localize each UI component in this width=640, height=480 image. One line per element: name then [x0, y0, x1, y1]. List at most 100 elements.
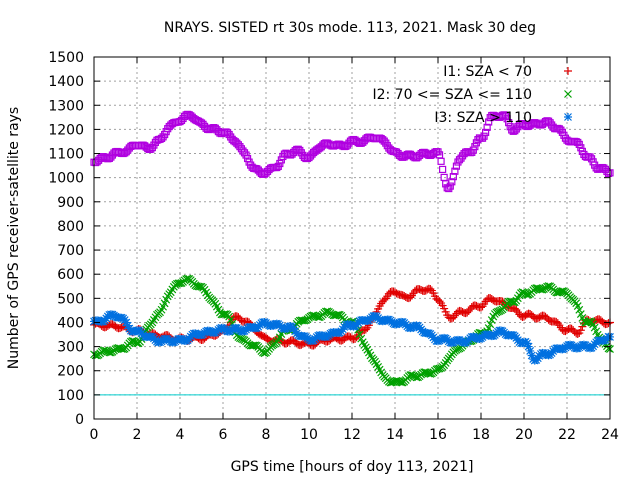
x-tick-label: 2 — [133, 427, 142, 443]
y-tick-label: 200 — [57, 364, 84, 380]
data-point — [129, 327, 138, 336]
y-tick-label: 1200 — [48, 122, 84, 138]
data-point — [575, 305, 584, 314]
legend-label: I3: SZA > 110 — [434, 110, 532, 126]
data-point — [406, 293, 415, 302]
data-point — [406, 371, 415, 379]
data-point — [308, 311, 316, 320]
data-point — [446, 182, 454, 190]
legend-marker — [564, 67, 572, 75]
data-point — [174, 279, 183, 288]
y-tick-label: 0 — [75, 412, 84, 428]
data-point — [527, 351, 536, 360]
data-point — [194, 282, 203, 291]
data-point — [480, 132, 488, 140]
data-point — [524, 342, 533, 351]
data-point — [553, 319, 562, 328]
data-point — [576, 326, 585, 335]
data-point — [435, 297, 444, 306]
data-point — [505, 119, 513, 127]
x-tick-label: 8 — [262, 427, 271, 443]
tick-layer: 0 2 4 6 8 10 12 14 16 18 20 22 240100200300400500600… — [48, 50, 619, 443]
data-point — [220, 310, 229, 319]
y-tick-label: 1100 — [48, 147, 84, 163]
data-point — [122, 318, 131, 327]
y-tick-label: 600 — [57, 267, 84, 283]
y-tick-label: 1500 — [48, 50, 84, 66]
x-tick-label: 18 — [472, 427, 490, 443]
data-point — [577, 144, 585, 152]
data-point — [259, 348, 267, 357]
legend-marker — [564, 90, 572, 98]
x-tick-label: 10 — [300, 427, 318, 443]
data-point — [298, 316, 307, 325]
y-tick-label: 500 — [57, 291, 84, 307]
data-point — [105, 348, 114, 357]
data-point — [117, 344, 126, 353]
data-point — [289, 324, 298, 333]
x-tick-label: 16 — [429, 427, 447, 443]
data-point — [526, 346, 535, 355]
data-point — [449, 173, 457, 181]
x-axis-label: GPS time [hours of doy 113, 2021] — [231, 459, 474, 475]
y-tick-label: 900 — [57, 195, 84, 211]
data-point — [120, 316, 129, 325]
data-point — [482, 128, 490, 137]
x-tick-label: 22 — [558, 427, 576, 443]
data-point — [249, 341, 258, 350]
data-point — [566, 340, 575, 349]
data-point — [584, 317, 593, 326]
data-point — [392, 320, 401, 329]
data-point — [578, 322, 587, 331]
data-point — [91, 351, 100, 360]
data-point — [440, 304, 449, 313]
y-tick-label: 1300 — [48, 98, 84, 114]
data-point — [424, 369, 433, 378]
y-tick-label: 1400 — [48, 74, 84, 90]
data-point — [226, 315, 235, 324]
x-tick-label: 0 — [90, 427, 99, 443]
y-tick-label: 1000 — [48, 171, 84, 187]
data-point — [604, 319, 613, 328]
x-tick-label: 20 — [515, 427, 533, 443]
x-tick-label: 14 — [386, 427, 404, 443]
data-point — [523, 339, 532, 348]
y-tick-label: 700 — [57, 243, 84, 259]
data-point — [321, 307, 330, 316]
data-point — [321, 333, 330, 342]
legend-label: I2: 70 <= SZA <= 110 — [372, 87, 532, 103]
data-point — [483, 123, 491, 131]
data-point — [355, 330, 364, 339]
data-point — [99, 346, 108, 355]
legend-marker — [564, 113, 572, 121]
data-point — [437, 157, 445, 165]
data-point — [276, 159, 284, 168]
data-point — [420, 368, 429, 377]
data-point — [386, 378, 395, 387]
y-tick-label: 300 — [57, 340, 84, 356]
y-tick-label: 100 — [57, 388, 84, 404]
data-point — [182, 275, 191, 284]
series-layer — [90, 110, 614, 387]
data-point — [448, 178, 456, 186]
x-tick-label: 6 — [219, 427, 228, 443]
legend-label: I1: SZA < 70 — [443, 64, 532, 80]
x-tick-label: 12 — [343, 427, 361, 443]
data-point — [471, 143, 479, 151]
legend: I1: SZA < 70 I2: 70 <= SZA <= 110 I3: SZA … — [372, 64, 572, 126]
data-point — [449, 313, 458, 322]
data-point — [486, 320, 495, 329]
y-tick-label: 400 — [57, 315, 84, 331]
chart-title: NRAYS. SISTED rt 30s mode. 113, 2021. Ma… — [164, 20, 536, 36]
data-point — [439, 165, 447, 174]
data-point — [451, 167, 459, 175]
data-point — [123, 321, 132, 330]
x-tick-label: 4 — [176, 427, 185, 443]
data-point — [426, 285, 435, 294]
data-point — [558, 345, 567, 354]
data-point — [475, 334, 484, 343]
y-axis-label: Number of GPS receiver-satellite rays — [6, 107, 22, 369]
y-tick-label: 800 — [57, 219, 84, 235]
